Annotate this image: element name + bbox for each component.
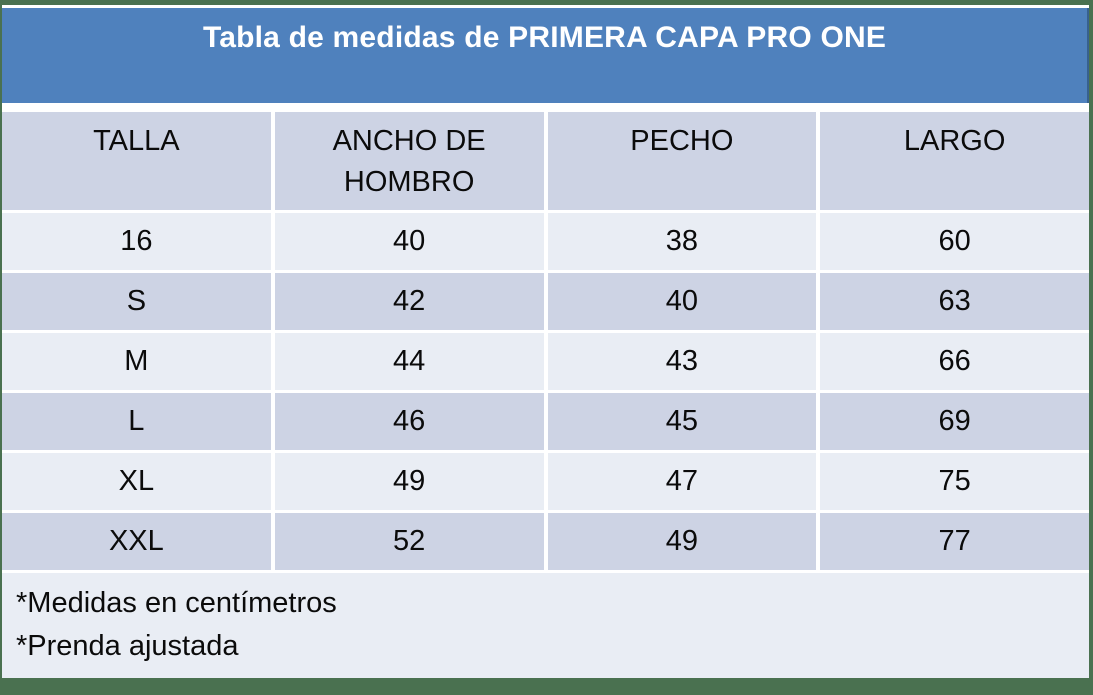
column-header-largo: LARGO	[820, 112, 1089, 210]
table-cell: 63	[820, 273, 1089, 330]
table-cell: 52	[274, 513, 544, 570]
title-bar: Tabla de medidas de PRIMERA CAPA PRO ONE	[2, 8, 1089, 103]
table-cell: 43	[547, 333, 817, 390]
table-cell: 75	[820, 453, 1089, 510]
table-cell: 44	[274, 333, 544, 390]
table-cell: 47	[547, 453, 817, 510]
table-cell: S	[2, 273, 271, 330]
column-header-ancho-de-hombro: ANCHO DE HOMBRO	[274, 112, 544, 210]
table-cell: L	[2, 393, 271, 450]
table-cell: 49	[274, 453, 544, 510]
footnote-units: *Medidas en centímetros	[16, 587, 337, 619]
table-cell: 66	[820, 333, 1089, 390]
column-header-pecho: PECHO	[547, 112, 817, 210]
table-cell: 60	[820, 213, 1089, 270]
table-cell: 69	[820, 393, 1089, 450]
table-cell: 45	[547, 393, 817, 450]
table-cell: 40	[274, 213, 544, 270]
column-header-talla: TALLA	[2, 112, 271, 210]
table-cell: XXL	[2, 513, 271, 570]
table-cell: 38	[547, 213, 817, 270]
table-cell: 46	[274, 393, 544, 450]
footnote-fit: *Prenda ajustada	[16, 630, 239, 662]
table-cell: 49	[547, 513, 817, 570]
chart-title: Tabla de medidas de PRIMERA CAPA PRO ONE	[202, 21, 887, 54]
table-cell: 16	[2, 213, 271, 270]
table-cell: M	[2, 333, 271, 390]
table-cell: 40	[547, 273, 817, 330]
size-table: TALLA ANCHO DE HOMBRO PECHO LARGO 16 40 …	[2, 112, 1089, 678]
table-cell: XL	[2, 453, 271, 510]
table-cell: 77	[820, 513, 1089, 570]
table-footnotes: *Medidas en centímetros *Prenda ajustada	[2, 573, 1089, 678]
table-cell: 42	[274, 273, 544, 330]
size-chart-inner: Tabla de medidas de PRIMERA CAPA PRO ONE…	[2, 5, 1089, 678]
